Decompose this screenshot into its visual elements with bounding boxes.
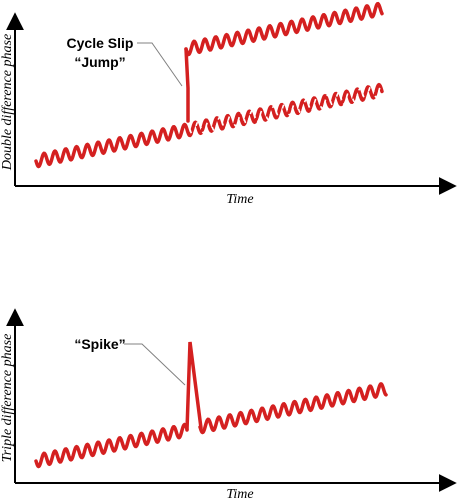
bottom-x-axis-label: Time <box>226 487 253 500</box>
bottom-wave-right <box>198 381 388 435</box>
top-x-axis-label: Time <box>226 192 253 207</box>
top-panel: Double difference phase Time Cycle Slip … <box>0 1 457 207</box>
top-shifted-wave <box>184 1 384 57</box>
bottom-annotation-leader <box>124 343 186 386</box>
top-annotation-line2: “Jump” <box>74 54 125 70</box>
top-jump-line <box>184 47 190 123</box>
bottom-spike <box>185 341 203 432</box>
top-baseline-wave <box>34 82 384 169</box>
bottom-y-axis-label: Triple difference phase <box>0 334 15 463</box>
top-y-axis-label: Double difference phase <box>0 34 15 171</box>
top-annotation-leader <box>137 42 183 87</box>
top-continuation-dashes <box>189 83 383 136</box>
bottom-panel: Triple difference phase Time “Spike” <box>0 308 457 500</box>
top-annotation-line1: Cycle Slip <box>67 35 134 51</box>
bottom-annotation: “Spike” <box>74 336 125 352</box>
bottom-wave-left <box>34 422 189 469</box>
